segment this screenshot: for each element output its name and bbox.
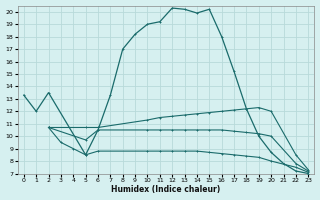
X-axis label: Humidex (Indice chaleur): Humidex (Indice chaleur) <box>111 185 221 194</box>
